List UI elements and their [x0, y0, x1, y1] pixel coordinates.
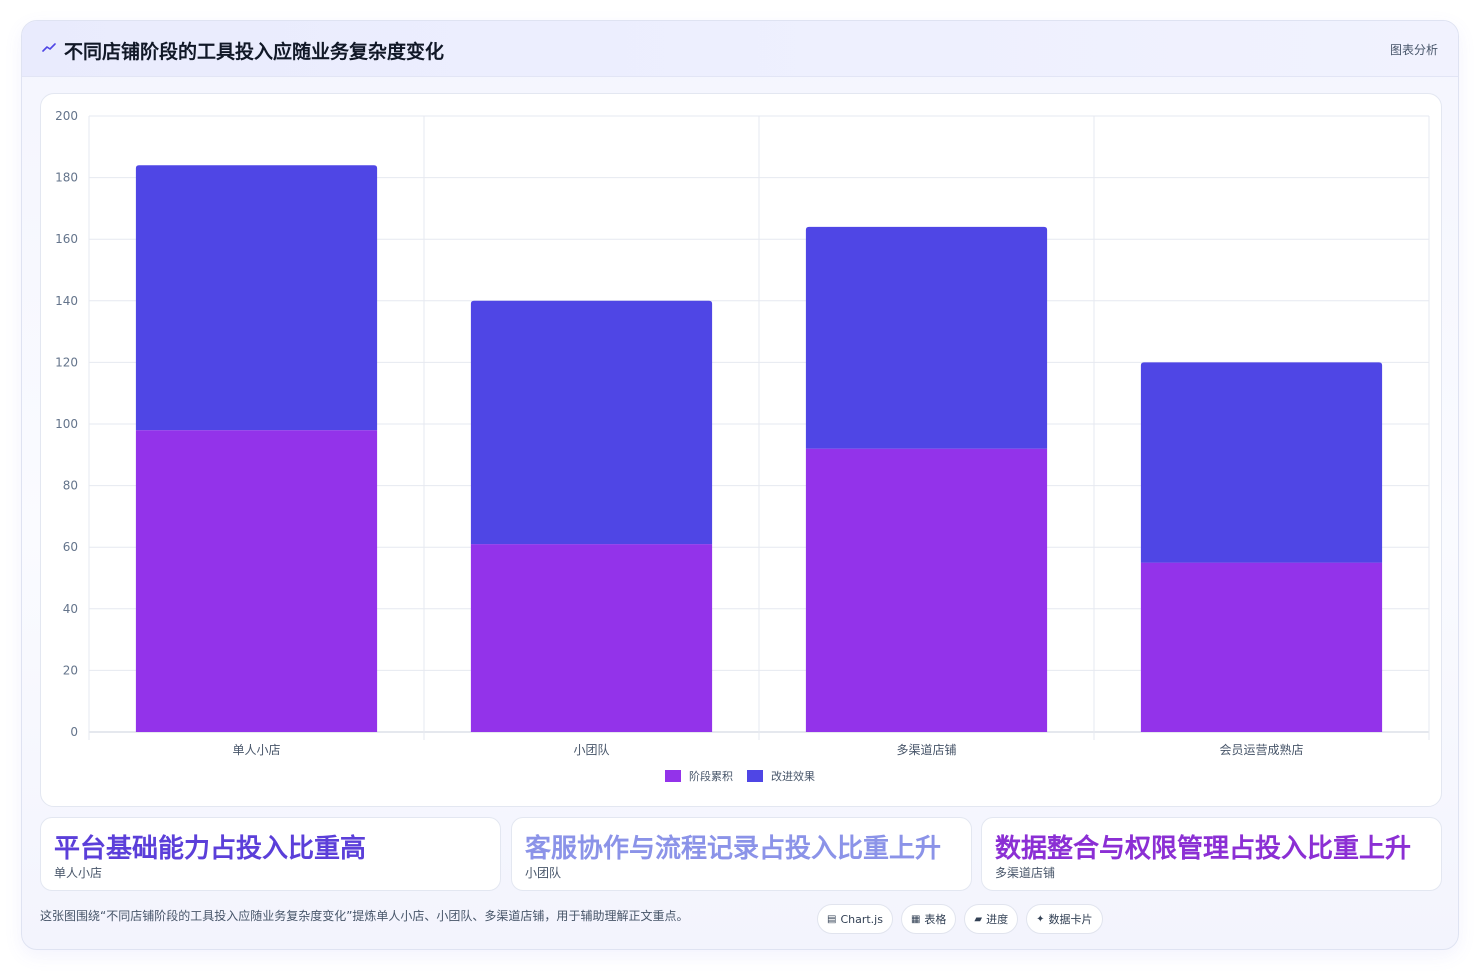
bar-segment: [470, 544, 713, 732]
x-tick-label: 会员运营成熟店: [1219, 742, 1303, 757]
bar-segment: [1140, 562, 1383, 732]
sparkle-icon: ✦: [1036, 913, 1045, 925]
y-tick-label: 160: [55, 232, 78, 246]
chip-chartjs[interactable]: ▤ Chart.js: [817, 904, 893, 934]
y-tick-label: 80: [63, 479, 78, 493]
y-tick-label: 40: [63, 602, 78, 616]
y-tick-label: 140: [55, 294, 78, 308]
stat-title-3: 数据整合与权限管理占投入比重上升: [995, 834, 1412, 864]
card-header: 不同店铺阶段的工具投入应随业务复杂度变化 图表分析: [22, 21, 1458, 77]
legend-swatch: [665, 770, 681, 782]
x-tick-label: 多渠道店铺: [896, 743, 956, 757]
y-tick-label: 20: [63, 663, 78, 677]
trend-line-icon: [42, 43, 56, 52]
bar-segment: [135, 430, 378, 732]
x-tick-label: 小团队: [573, 742, 609, 757]
stat-sub-2: 小团队: [525, 866, 562, 880]
legend-label: 改进效果: [771, 769, 815, 783]
bar-segment: [805, 226, 1048, 449]
stacked-bar-chart: 0 20 40 60 80 100 120 140 160 180 200 单人小店 小团队 多渠道店铺 会…: [55, 109, 1430, 783]
stat-card-1: 平台基础能力占投入比重高 单人小店: [40, 817, 501, 891]
bar-segment: [805, 448, 1048, 732]
chart-card: 不同店铺阶段的工具投入应随业务复杂度变化 图表分析 0 20 40 60 80 100 12…: [21, 20, 1459, 950]
legend-label: 阶段累积: [689, 769, 733, 783]
table-icon: ▦: [910, 913, 921, 925]
chart-title: 不同店铺阶段的工具投入应随业务复杂度变化: [64, 41, 445, 63]
bar-segment: [1140, 362, 1383, 563]
chart-type-tag: 图表分析: [1389, 43, 1438, 57]
chart-panel: 0 20 40 60 80 100 120 140 160 180 200 单人小店 小团队 多渠道店铺 会…: [40, 93, 1442, 807]
y-tick-label: 0: [70, 725, 78, 739]
y-tick-label: 60: [63, 540, 78, 554]
stat-title-1: 平台基础能力占投入比重高: [54, 834, 367, 864]
stat-card-3: 数据整合与权限管理占投入比重上升 多渠道店铺: [981, 817, 1442, 891]
tool-chips: ▤ Chart.js ▦ 表格 ▰ 进度 ✦ 数据卡片: [817, 904, 1103, 934]
chip-label: 表格: [924, 913, 947, 926]
y-tick-label: 120: [55, 355, 78, 369]
footer-description: 这张图围绕“不同店铺阶段的工具投入应随业务复杂度变化”提炼单人小店、小团队、多渠…: [40, 909, 689, 923]
chip-label: Chart.js: [840, 912, 883, 926]
stat-sub-1: 单人小店: [54, 866, 103, 880]
chip-data-card[interactable]: ✦ 数据卡片: [1026, 904, 1103, 934]
chip-label: 数据卡片: [1048, 913, 1093, 926]
stat-card-2: 客服协作与流程记录占投入比重上升 小团队: [511, 817, 972, 891]
bar-segment: [470, 300, 713, 545]
chip-label: 进度: [986, 913, 1009, 926]
y-tick-label: 100: [55, 417, 78, 431]
stat-title-2: 客服协作与流程记录占投入比重上升: [525, 834, 942, 864]
chart-icon: ▤: [827, 913, 837, 925]
chip-progress[interactable]: ▰ 进度: [964, 904, 1019, 934]
progress-icon: ▰: [974, 913, 983, 925]
bar-segment: [135, 165, 378, 431]
legend-swatch: [747, 770, 763, 782]
x-tick-label: 单人小店: [232, 743, 280, 757]
chip-table[interactable]: ▦ 表格: [900, 904, 957, 934]
stat-cards: 平台基础能力占投入比重高 单人小店 客服协作与流程记录占投入比重上升 小团队 数…: [40, 817, 1442, 891]
y-tick-label: 200: [55, 109, 78, 123]
y-tick-label: 180: [55, 171, 78, 185]
stat-sub-3: 多渠道店铺: [995, 866, 1056, 880]
